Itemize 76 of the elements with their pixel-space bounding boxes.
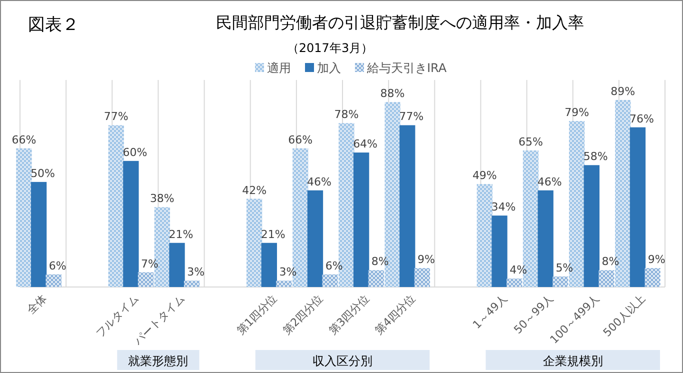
legend-label: 給与天引きIRA [366, 61, 448, 75]
x-tick-label: 全体 [24, 292, 50, 317]
x-tick-label: 第3四分位 [326, 292, 372, 338]
text: 就業形態別 [128, 354, 188, 368]
data-label: 66% [288, 133, 313, 146]
bar [552, 276, 568, 287]
data-label: 77% [399, 110, 424, 124]
bar [246, 198, 262, 287]
bar [108, 125, 124, 287]
data-label: 60% [122, 146, 148, 159]
data-label: 64% [353, 138, 378, 151]
bar [400, 125, 416, 287]
data-label: 46% [307, 175, 332, 188]
text: 図表２ [28, 15, 79, 35]
text: 企業規模別 [542, 354, 603, 368]
x-tick-label: 50～99人 [511, 292, 556, 336]
bar [16, 148, 32, 287]
bar [307, 190, 324, 287]
bar [506, 278, 522, 287]
x-tick-label: 第1四分位 [234, 292, 280, 338]
data-label: 9% [417, 253, 435, 266]
chart-title: 民間部門労働者の引退貯蓄制度への適用率・加入率 [216, 13, 584, 32]
data-label: 89% [610, 85, 636, 98]
bar [644, 268, 660, 287]
bar [476, 184, 493, 287]
data-label: 21% [168, 228, 194, 241]
bar [276, 280, 292, 287]
bar [261, 242, 277, 287]
bar [184, 280, 200, 287]
bar [322, 274, 338, 287]
data-label: 66% [12, 133, 36, 146]
bar [414, 268, 430, 287]
chart-subtitle: （2017年3月） [286, 41, 374, 55]
data-label: 9% [648, 253, 666, 266]
bar [368, 270, 384, 287]
x-tick-label: 第4四分位 [372, 292, 418, 338]
data-label: 58% [583, 150, 608, 164]
x-tick-label: 第2四分位 [280, 292, 326, 338]
bar [584, 165, 600, 287]
text: 収入区分別 [312, 354, 372, 368]
data-label: 76% [630, 112, 654, 126]
x-tick-label: 1～49人 [470, 292, 510, 332]
bar [492, 216, 508, 287]
data-label: 8% [371, 255, 389, 268]
bar [538, 190, 554, 287]
bar [598, 270, 614, 287]
data-label: 65% [518, 135, 543, 148]
data-label: 34% [491, 200, 516, 214]
data-label: 42% [242, 184, 267, 197]
data-label: 49% [472, 169, 497, 182]
bar [169, 242, 185, 287]
legend-label: 加入 [317, 61, 341, 75]
data-label: 7% [141, 257, 158, 270]
data-label: 38% [150, 192, 174, 206]
data-label: 21% [260, 228, 286, 241]
data-label: 8% [602, 255, 620, 268]
bar [630, 127, 646, 287]
data-label: 5% [556, 261, 574, 274]
bar [138, 272, 154, 287]
data-label: 46% [537, 175, 562, 188]
data-label: 6% [48, 259, 66, 272]
data-label: 4% [510, 264, 528, 277]
data-label: 6% [325, 259, 343, 272]
legend-label: 適用 [267, 61, 291, 75]
data-label: 77% [104, 110, 128, 124]
bar [46, 274, 62, 287]
data-label: 50% [30, 166, 56, 180]
data-label: 79% [564, 106, 590, 120]
x-tick-label: 500人以上 [600, 292, 648, 340]
data-label: 78% [334, 108, 359, 122]
data-label: 3% [187, 266, 205, 279]
bar [123, 160, 139, 287]
bar [30, 182, 47, 287]
data-label: 88% [380, 87, 405, 100]
data-label: 3% [279, 266, 297, 279]
bar [353, 152, 370, 287]
